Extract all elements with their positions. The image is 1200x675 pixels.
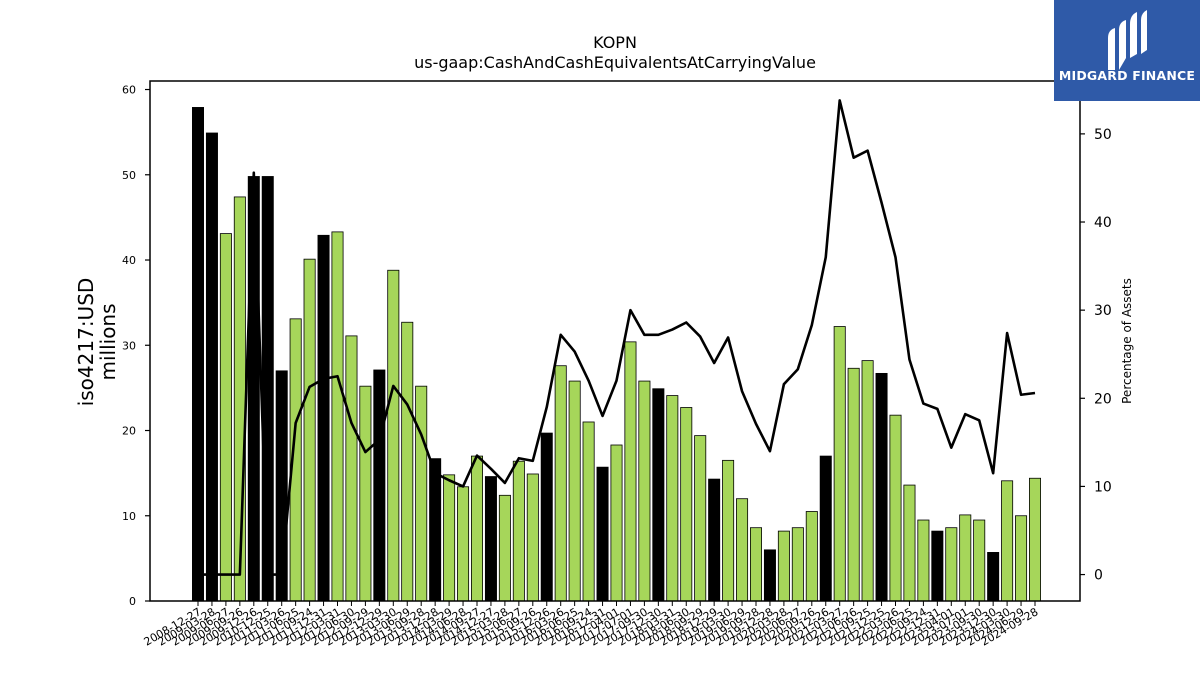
bar [1001, 480, 1014, 602]
bar [624, 341, 637, 602]
bar [415, 385, 428, 602]
bar [568, 380, 581, 602]
bar [317, 234, 330, 602]
bar [387, 269, 400, 602]
bar [219, 233, 232, 602]
bar [638, 380, 651, 602]
bar [777, 530, 790, 602]
bar [847, 367, 860, 602]
bar [554, 365, 567, 602]
bar [931, 530, 944, 602]
y-tick-label: 10 [122, 510, 136, 523]
bar [959, 514, 972, 602]
bar [736, 498, 749, 602]
bar [540, 432, 553, 602]
bar [303, 258, 316, 602]
bar [875, 372, 888, 602]
x-axis: 2008-12-272009-03-282009-06-272009-09-26… [142, 601, 1041, 649]
y-tick-label: 30 [122, 339, 136, 352]
bar [833, 326, 846, 602]
bar [247, 176, 260, 602]
bar [819, 455, 832, 602]
y-axis-right: 0 10 20 30 40 50 [1080, 127, 1112, 584]
bar [498, 494, 511, 602]
y-tick-label: 60 [122, 84, 136, 97]
logo-mark-icon [1108, 10, 1147, 70]
bar [1029, 477, 1042, 602]
y-tick-label: 0 [129, 595, 136, 608]
bar [331, 231, 344, 602]
bar [457, 486, 470, 602]
bars-layer [191, 107, 1042, 602]
bar [694, 435, 707, 602]
y2-axis-label: Percentage of Assets [1120, 278, 1134, 404]
bar [443, 474, 456, 602]
y2-tick-label: 30 [1094, 303, 1112, 319]
y-axis-label-line: millions [96, 303, 120, 380]
bar [708, 478, 721, 602]
bar [429, 458, 442, 602]
bar [889, 414, 902, 602]
bar [680, 407, 693, 602]
bar [596, 466, 609, 602]
bar [359, 385, 372, 602]
y2-tick-label: 0 [1094, 568, 1103, 584]
bar [652, 388, 665, 602]
y2-tick-label: 50 [1094, 127, 1112, 143]
plot-frame [149, 80, 1081, 602]
bar [903, 484, 916, 602]
bar [373, 369, 386, 602]
bar [805, 511, 818, 602]
y-tick-label: 50 [122, 169, 136, 182]
brand-logo: MIDGARD FINANCE [1054, 0, 1200, 101]
chart-title: KOPN [593, 33, 637, 52]
y2-tick-label: 40 [1094, 215, 1112, 231]
bar [512, 460, 525, 602]
bar [666, 395, 679, 602]
bar [470, 455, 483, 602]
logo-text: MIDGARD FINANCE [1058, 68, 1196, 83]
chart-subtitle: us-gaap:CashAndCashEquivalentsAtCarrying… [414, 53, 816, 72]
y-tick-label: 40 [122, 254, 136, 267]
bar [763, 549, 776, 602]
y-tick-label: 20 [122, 425, 136, 438]
line-layer [198, 99, 1036, 576]
bar [750, 527, 763, 602]
bar [791, 527, 804, 602]
bar [205, 132, 218, 602]
bar [861, 360, 874, 602]
bar [945, 527, 958, 602]
bar [526, 473, 539, 602]
bar [722, 459, 735, 602]
y2-tick-label: 20 [1094, 391, 1112, 407]
bar [582, 421, 595, 602]
bar [1015, 515, 1028, 602]
y-axis-label-line: iso4217:USD [74, 278, 98, 407]
bar [610, 444, 623, 602]
bar [484, 476, 497, 602]
bar [917, 519, 930, 602]
bar [401, 321, 414, 602]
y2-tick-label: 10 [1094, 479, 1112, 495]
bar [345, 335, 358, 602]
percentage-line [198, 99, 1036, 576]
bar [987, 552, 1000, 602]
y-axis-label: iso4217:USDmillions [74, 278, 120, 407]
bar [973, 519, 986, 602]
bar [191, 107, 204, 602]
y-axis-left: 0 10 20 30 40 50 60 [122, 84, 150, 608]
